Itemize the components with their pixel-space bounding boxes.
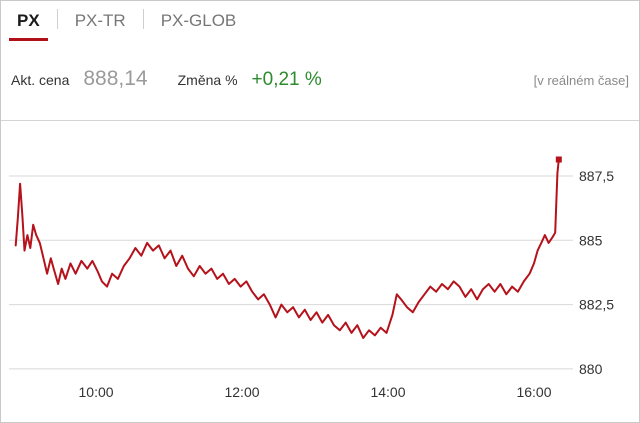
tab-px-label: PX xyxy=(17,10,40,30)
info-row: Akt. cena 888,14 Změna % +0,21 % [v reál… xyxy=(1,41,639,121)
current-price-value: 888,14 xyxy=(83,67,148,91)
tab-px[interactable]: PX xyxy=(9,2,48,42)
tab-px-glob-label: PX-GLOB xyxy=(160,10,237,30)
x-tick-label: 12:00 xyxy=(224,384,259,400)
tab-bar: PX PX-TR PX-GLOB xyxy=(1,1,639,42)
y-tick-label: 882,5 xyxy=(579,297,614,313)
last-price-marker xyxy=(555,156,562,163)
x-tick-label: 16:00 xyxy=(516,384,551,400)
price-line xyxy=(14,158,560,339)
y-tick-label: 887,5 xyxy=(579,168,614,184)
x-tick-label: 10:00 xyxy=(79,384,114,400)
y-tick-label: 885 xyxy=(579,232,603,248)
change-label: Změna % xyxy=(177,72,238,89)
tab-separator xyxy=(56,9,58,30)
tab-px-tr[interactable]: PX-TR xyxy=(67,2,134,41)
realtime-note: [v reálném čase] xyxy=(533,73,629,89)
tab-separator xyxy=(142,9,144,30)
price-chart-svg: 887,5 885 882,5 880 10:00 12:00 14:00 16:00 xyxy=(9,156,614,400)
change-value: +0,21 % xyxy=(251,69,322,91)
tab-px-glob[interactable]: PX-GLOB xyxy=(153,2,245,41)
y-tick-label: 880 xyxy=(579,361,603,377)
price-chart: 887,5 885 882,5 880 10:00 12:00 14:00 16:00 xyxy=(1,121,639,422)
current-price-label: Akt. cena xyxy=(11,72,70,89)
x-tick-label: 14:00 xyxy=(370,384,405,400)
tab-px-tr-label: PX-TR xyxy=(74,10,126,30)
